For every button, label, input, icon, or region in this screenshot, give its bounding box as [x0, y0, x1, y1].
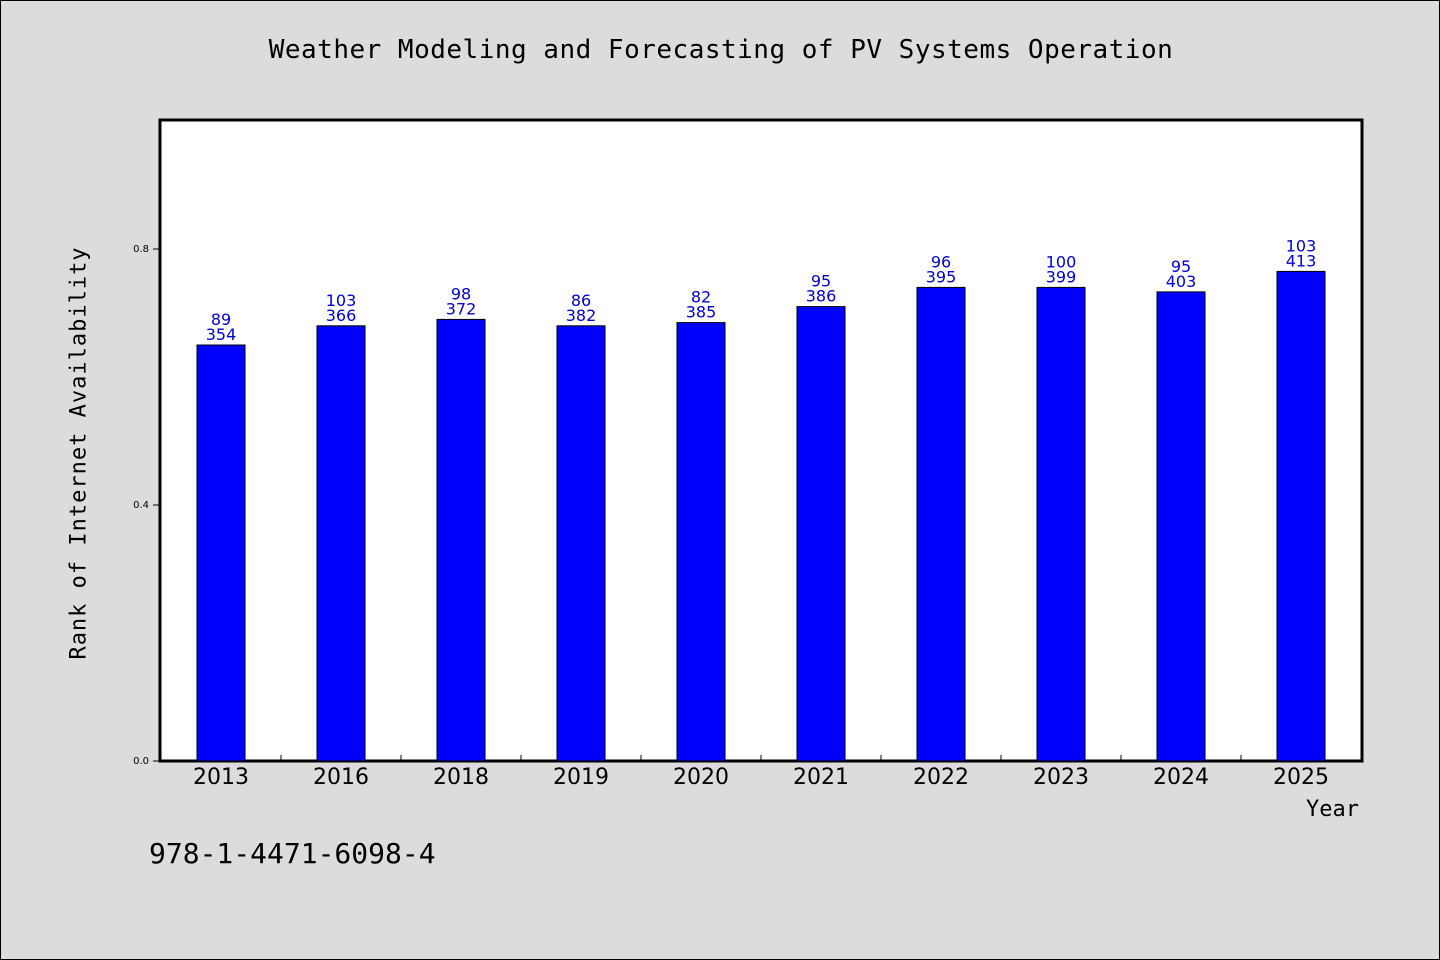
data-label-bottom: 413 [1286, 251, 1317, 270]
y-axis-ticks: 0.0 0.4 0.8 [133, 244, 161, 767]
data-label-bottom: 403 [1166, 272, 1197, 291]
bar [916, 286, 966, 762]
x-tick-label: 2016 [313, 765, 369, 790]
isbn-text: 978-1-4471-6098-4 [149, 837, 436, 870]
data-label-bottom: 395 [926, 267, 957, 286]
y-tick-label: 0.4 [133, 500, 149, 511]
y-axis-label: Rank of Internet Availability [66, 246, 92, 660]
bar [1276, 270, 1326, 762]
data-label-bottom: 354 [206, 325, 237, 344]
x-tick-label: 2021 [793, 765, 849, 790]
data-label-top: 89 [211, 310, 231, 329]
bar [676, 322, 726, 762]
x-tick-label: 2019 [553, 765, 609, 790]
x-tick-label: 2018 [433, 765, 489, 790]
data-label-top: 103 [326, 291, 357, 310]
data-label-top: 95 [1171, 257, 1191, 276]
bar [796, 306, 846, 762]
x-axis-label: Year [1306, 797, 1359, 822]
bar [436, 318, 486, 762]
x-axis-ticks: 2013 2016 2018 2019 2020 2021 2022 2023 2024 2025 [193, 755, 1329, 790]
x-tick-label: 2020 [673, 765, 729, 790]
bars [196, 270, 1326, 762]
data-label-top: 98 [451, 284, 471, 303]
bar [556, 325, 606, 762]
x-tick-label: 2025 [1273, 765, 1329, 790]
x-tick-label: 2022 [913, 765, 969, 790]
x-tick-label: 2013 [193, 765, 249, 790]
x-tick-label: 2023 [1033, 765, 1089, 790]
data-label-top: 103 [1286, 236, 1317, 255]
data-label-top: 96 [931, 252, 951, 271]
data-label-top: 100 [1046, 252, 1077, 271]
data-label-bottom: 366 [326, 306, 357, 325]
data-label-bottom: 399 [1046, 267, 1077, 286]
bar [316, 325, 366, 762]
y-tick-label: 0.8 [133, 244, 149, 255]
data-label-bottom: 385 [686, 303, 717, 322]
data-label-bottom: 382 [566, 306, 597, 325]
data-label-top: 86 [571, 291, 591, 310]
data-label-top: 82 [691, 288, 711, 307]
data-label-bottom: 372 [446, 299, 477, 318]
data-label-top: 95 [811, 272, 831, 291]
data-label-bottom: 386 [806, 287, 837, 306]
chart-title: Weather Modeling and Forecasting of PV S… [268, 35, 1174, 65]
bar [1156, 291, 1206, 762]
bar [196, 344, 246, 762]
x-tick-label: 2024 [1153, 765, 1209, 790]
bar [1036, 286, 1086, 762]
y-tick-label: 0.0 [133, 756, 149, 767]
